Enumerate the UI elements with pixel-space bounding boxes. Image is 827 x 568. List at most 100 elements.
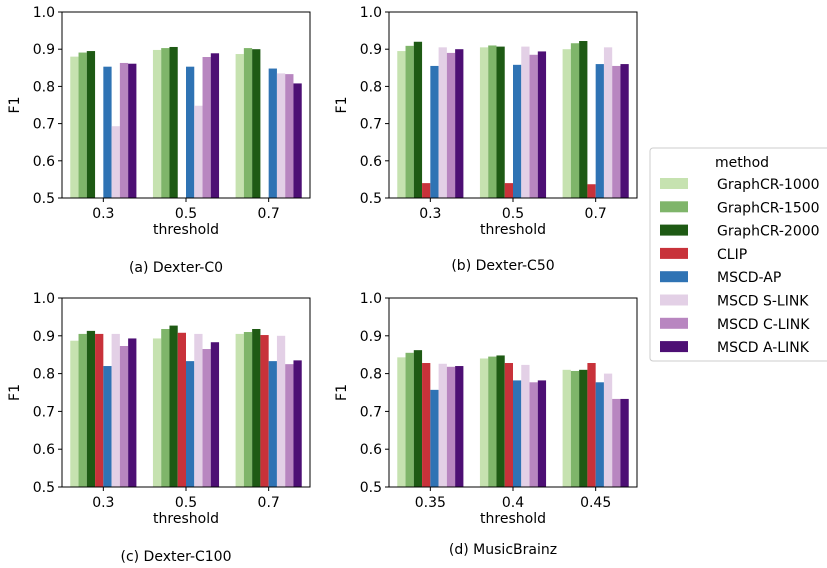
x-tick-label: 0.3 [92,206,114,222]
x-axis-label: threshold [153,511,219,527]
y-tick-label: 0.6 [360,154,382,170]
bar-mscd-ap-0.45 [595,382,604,487]
chart-panel-4: 0.5 0.6 0.7 0.8 0.9 1.0 0.35 0.4 0.45 threshold F1… [334,291,638,558]
bar-mscd-ap-0.3 [103,66,112,199]
bar-graphcr-1000-0.5 [152,49,162,198]
bar-mscd-c-link-0.3 [119,62,129,198]
bar-mscd-ap-0.4 [513,380,522,487]
legend-swatch [660,271,688,283]
bar-graphcr-2000-0.5 [496,46,505,198]
legend-swatch [660,247,688,259]
bar-graphcr-1500-0.3 [78,52,87,198]
bar-mscd-s-link-0.7 [603,47,613,199]
y-tick-label: 0.7 [360,117,382,133]
bar-graphcr-1000-0.3 [397,51,406,199]
plot-frame [388,297,638,488]
x-tick-label: 0.7 [585,206,607,222]
bar-graphcr-1500-0.5 [161,48,170,198]
plot-frame [61,297,311,488]
bar-graphcr-1000-0.3 [70,56,79,198]
bar-mscd-ap-0.35 [430,389,439,487]
legend-swatch [660,178,688,189]
bar-graphcr-1500-0.45 [570,370,580,487]
panel-caption: (d) MusicBrainz [449,542,557,558]
bar-mscd-c-link-0.5 [529,54,538,198]
bar-clip-0.35 [422,363,431,487]
bar-graphcr-1000-0.5 [479,47,489,199]
bar-clip-0.4 [504,363,513,487]
x-tick-label: 0.5 [175,495,197,511]
bar-graphcr-1500-0.7 [243,332,253,487]
bar-graphcr-2000-0.5 [169,325,178,487]
bar-graphcr-1500-0.35 [405,352,414,487]
bar-mscd-ap-0.5 [186,361,195,487]
y-axis-label: F1 [7,97,23,114]
bar-clip-0.7 [587,184,596,198]
bar-graphcr-1000-0.7 [235,54,244,199]
y-tick-label: 0.5 [360,480,382,496]
bar-mscd-s-link-0.7 [276,335,286,487]
bar-mscd-c-link-0.45 [612,398,621,487]
bar-mscd-s-link-0.45 [603,373,613,487]
y-tick-label: 0.6 [360,442,382,458]
y-axis-label: F1 [334,384,350,401]
bar-mscd-ap-0.3 [103,366,112,487]
legend-swatch [660,317,688,329]
legend-title: method [715,155,769,171]
legend-swatch [660,294,688,306]
bar-mscd-c-link-0.3 [119,346,129,487]
bar-mscd-s-link-0.5 [194,105,203,198]
y-tick-label: 0.8 [360,79,382,95]
legend-label: GraphCR-2000 [717,224,820,240]
legend-label: GraphCR-1500 [717,200,820,216]
bar-mscd-c-link-0.4 [529,382,538,487]
bar-clip-0.7 [260,335,269,487]
bar-graphcr-1500-0.4 [488,356,497,487]
bar-clip-0.5 [177,332,186,487]
bar-mscd-c-link-0.5 [202,349,211,487]
bar-graphcr-1000-0.5 [152,338,162,487]
x-axis-label: threshold [480,222,546,238]
bar-mscd-a-link-0.45 [620,398,629,487]
bar-mscd-ap-0.7 [268,361,277,487]
bar-mscd-c-link-0.5 [202,57,211,199]
legend-swatch [660,224,688,236]
y-tick-label: 0.5 [360,191,382,207]
bar-clip-0.5 [504,183,513,198]
legend-label: CLIP [717,247,747,263]
y-tick-label: 0.8 [33,79,55,95]
bar-graphcr-1500-0.3 [78,333,87,487]
x-tick-label: 0.5 [175,206,197,222]
bar-mscd-c-link-0.35 [446,366,456,487]
y-tick-label: 0.5 [33,480,55,496]
bar-graphcr-1000-0.7 [235,333,244,487]
legend-box [649,147,827,362]
legend-label: MSCD A-LINK [717,340,810,356]
bar-mscd-a-link-0.7 [620,64,629,198]
bar-graphcr-2000-0.3 [86,51,96,199]
bar-graphcr-2000-0.5 [169,46,178,198]
bar-mscd-s-link-0.7 [276,73,286,198]
y-tick-label: 0.7 [33,117,55,133]
bar-mscd-a-link-0.7 [293,83,302,198]
y-tick-label: 1.0 [360,5,382,21]
bar-graphcr-1500-0.5 [161,328,170,487]
bar-mscd-ap-0.3 [430,65,439,198]
bar-graphcr-1500-0.5 [488,45,497,199]
bar-graphcr-1500-0.3 [405,45,414,198]
bar-graphcr-2000-0.7 [252,49,261,199]
bar-mscd-a-link-0.35 [455,366,464,487]
x-tick-label: 0.7 [258,495,280,511]
y-axis-label: F1 [7,384,23,401]
bar-mscd-a-link-0.5 [537,51,547,198]
bar-graphcr-2000-0.35 [413,350,423,487]
y-tick-label: 0.5 [33,191,55,207]
panel-caption: (c) Dexter-C100 [120,549,231,565]
bar-mscd-a-link-0.3 [455,49,464,199]
y-tick-label: 0.9 [360,42,382,58]
bar-mscd-s-link-0.35 [438,363,447,487]
plot-frame [388,11,638,199]
legend-swatch [660,201,688,213]
y-tick-label: 0.8 [360,367,382,383]
